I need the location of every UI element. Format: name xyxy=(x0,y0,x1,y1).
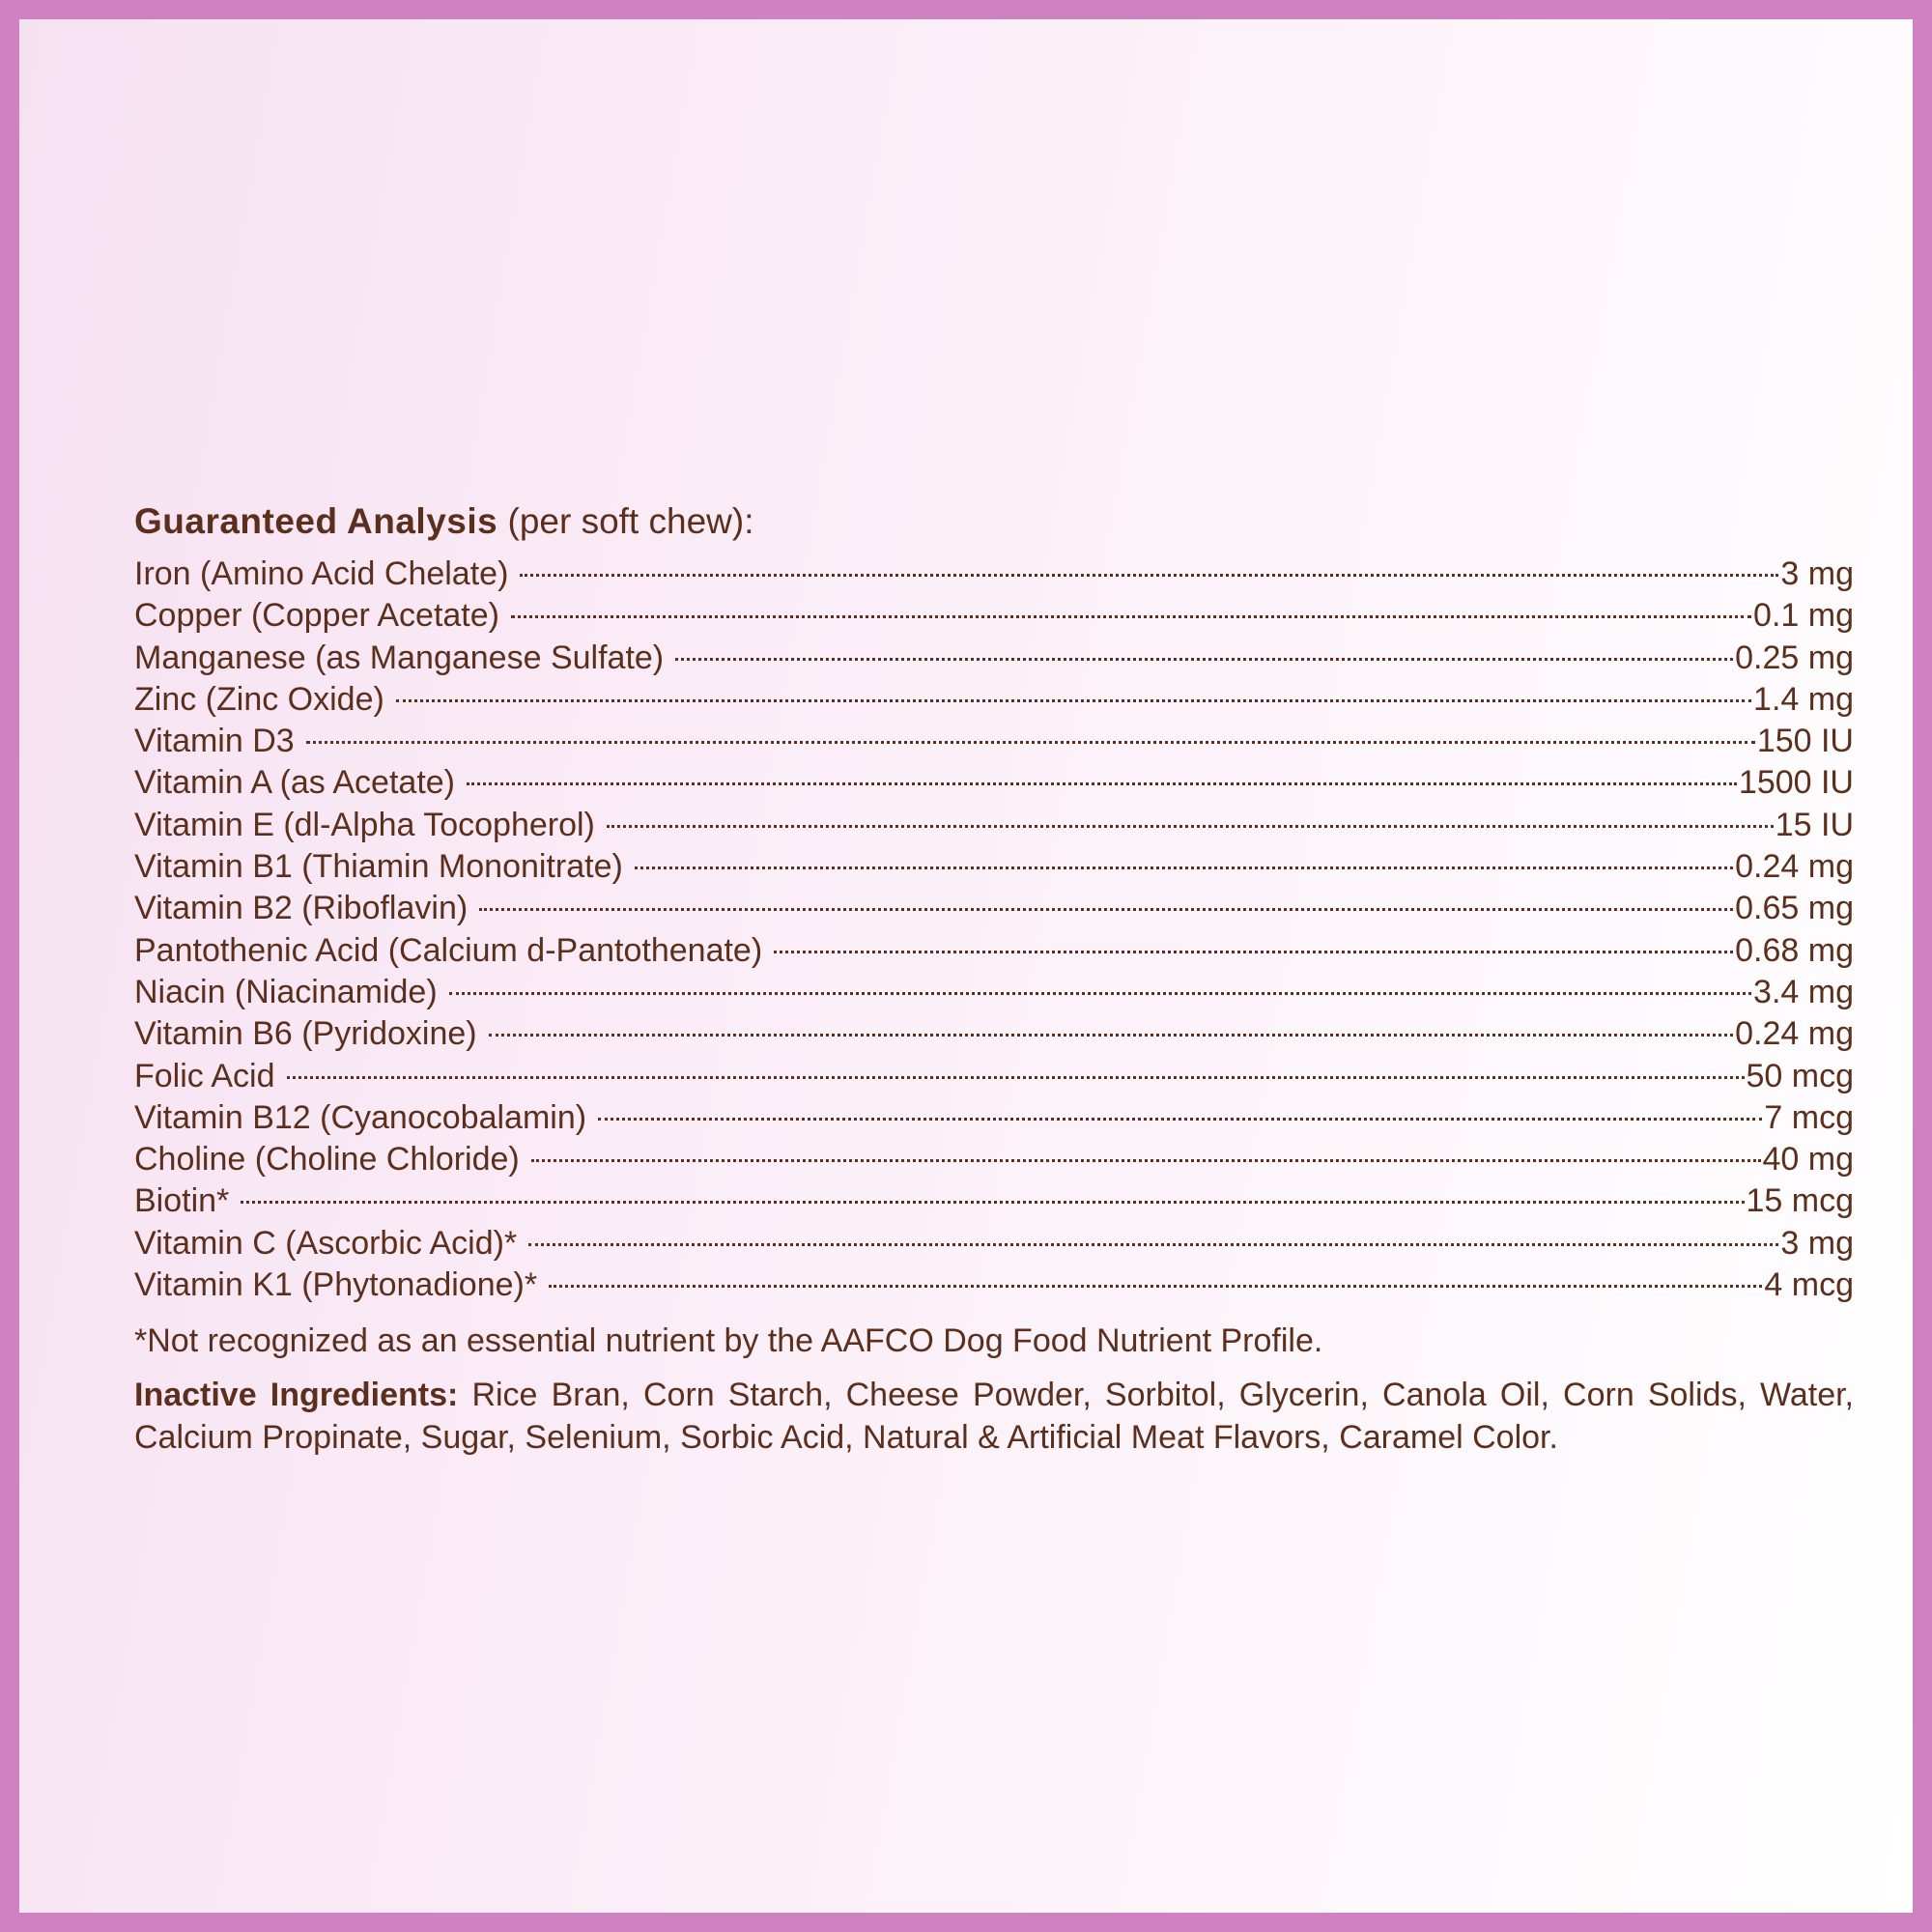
nutrient-name: Pantothenic Acid (Calcium d-Pantothenate… xyxy=(134,931,763,969)
nutrient-name: Biotin* xyxy=(134,1182,230,1220)
nutrient-list: Iron (Amino Acid Chelate) 3 mg Copper (Cop… xyxy=(134,554,1854,1306)
nutrient-name: Manganese (as Manganese Sulfate) xyxy=(134,639,665,676)
nutrient-amount: 1500 IU xyxy=(1738,764,1854,802)
nutrient-amount: 3 mg xyxy=(1780,1224,1854,1262)
dot-leader xyxy=(530,1159,1761,1163)
dot-leader xyxy=(549,1285,1763,1289)
dot-leader xyxy=(528,1242,1779,1246)
heading-bold: Guaranteed Analysis xyxy=(134,501,498,541)
dot-leader xyxy=(467,782,1737,786)
nutrient-row: Vitamin C (Ascorbic Acid)* 3 mg xyxy=(134,1223,1854,1264)
nutrient-amount: 3 mg xyxy=(1780,555,1854,592)
nutrient-row: Vitamin B12 (Cyanocobalamin) 7 mcg xyxy=(134,1097,1854,1139)
dot-leader xyxy=(286,1075,1745,1079)
nutrient-row: Vitamin D3 150 IU xyxy=(134,721,1854,762)
nutrient-amount: 0.1 mg xyxy=(1753,597,1854,635)
dot-leader xyxy=(488,1034,1734,1037)
nutrient-row: Vitamin B2 (Riboflavin) 0.65 mg xyxy=(134,888,1854,929)
dot-leader xyxy=(606,824,1774,828)
nutrient-name: Vitamin B12 (Cyanocobalamin) xyxy=(134,1098,587,1136)
dot-leader xyxy=(241,1201,1745,1205)
nutrient-name: Vitamin C (Ascorbic Acid)* xyxy=(134,1224,518,1262)
nutrient-row: Vitamin A (as Acetate) 1500 IU xyxy=(134,762,1854,804)
nutrient-name: Choline (Choline Chloride) xyxy=(134,1141,520,1179)
nutrient-name: Vitamin E (dl-Alpha Tocopherol) xyxy=(134,806,595,843)
nutrient-name: Iron (Amino Acid Chelate) xyxy=(134,555,509,592)
nutrient-row: Zinc (Zinc Oxide) 1.4 mg xyxy=(134,679,1854,721)
nutrient-amount: 0.24 mg xyxy=(1735,848,1854,886)
dot-leader xyxy=(675,657,1734,661)
inactive-ingredients: Inactive Ingredients: Rice Bran, Corn St… xyxy=(134,1374,1854,1459)
nutrient-row: Choline (Choline Chloride) 40 mg xyxy=(134,1139,1854,1180)
nutrient-name: Copper (Copper Acetate) xyxy=(134,597,499,635)
nutrient-amount: 0.65 mg xyxy=(1735,890,1854,927)
nutrient-name: Vitamin A (as Acetate) xyxy=(134,764,455,802)
dot-leader xyxy=(634,867,1734,870)
inactive-text: Rice Bran, Corn Starch, Cheese Powder, S… xyxy=(134,1377,1855,1457)
dot-leader xyxy=(510,615,1752,619)
nutrient-amount: 15 mcg xyxy=(1746,1182,1855,1220)
nutrient-amount: 0.68 mg xyxy=(1735,931,1854,969)
nutrient-amount: 7 mcg xyxy=(1764,1098,1854,1136)
nutrient-amount: 150 IU xyxy=(1756,723,1854,760)
nutrient-name: Vitamin D3 xyxy=(134,723,295,760)
nutrient-amount: 0.24 mg xyxy=(1735,1015,1854,1053)
nutrient-name: Niacin (Niacinamide) xyxy=(134,973,438,1010)
nutrient-amount: 3.4 mg xyxy=(1753,973,1854,1010)
dot-leader xyxy=(448,991,1752,995)
guaranteed-analysis: Guaranteed Analysis (per soft chew): Iro… xyxy=(134,497,1854,1459)
nutrient-row: Biotin* 15 mcg xyxy=(134,1180,1854,1222)
dot-leader xyxy=(305,741,1755,745)
nutrient-row: Vitamin E (dl-Alpha Tocopherol) 15 IU xyxy=(134,805,1854,846)
nutrient-amount: 40 mg xyxy=(1762,1141,1855,1179)
nutrient-name: Vitamin B6 (Pyridoxine) xyxy=(134,1015,477,1053)
nutrient-name: Vitamin B2 (Riboflavin) xyxy=(134,890,469,927)
nutrient-name: Vitamin K1 (Phytonadione)* xyxy=(134,1266,538,1304)
dot-leader xyxy=(520,574,1779,577)
nutrient-row: Folic Acid 50 mcg xyxy=(134,1056,1854,1097)
dot-leader xyxy=(395,698,1752,702)
nutrient-row: Niacin (Niacinamide) 3.4 mg xyxy=(134,972,1854,1013)
dot-leader xyxy=(774,950,1734,953)
nutrient-amount: 0.25 mg xyxy=(1735,639,1854,676)
inactive-label: Inactive Ingredients: xyxy=(134,1377,459,1414)
nutrient-amount: 1.4 mg xyxy=(1753,680,1854,718)
dot-leader xyxy=(479,908,1734,912)
heading-subtitle: (per soft chew): xyxy=(497,501,754,541)
nutrient-row: Vitamin K1 (Phytonadione)* 4 mcg xyxy=(134,1264,1854,1306)
nutrient-row: Manganese (as Manganese Sulfate) 0.25 mg xyxy=(134,638,1854,679)
label-panel: Guaranteed Analysis (per soft chew): Iro… xyxy=(19,19,1913,1913)
nutrient-amount: 50 mcg xyxy=(1746,1057,1855,1094)
nutrient-amount: 4 mcg xyxy=(1764,1266,1854,1304)
nutrient-row: Copper (Copper Acetate) 0.1 mg xyxy=(134,595,1854,637)
nutrient-row: Pantothenic Acid (Calcium d-Pantothenate… xyxy=(134,930,1854,972)
nutrient-row: Vitamin B1 (Thiamin Mononitrate) 0.24 mg xyxy=(134,846,1854,888)
analysis-heading: Guaranteed Analysis (per soft chew): xyxy=(134,497,1854,546)
nutrient-row: Vitamin B6 (Pyridoxine) 0.24 mg xyxy=(134,1013,1854,1055)
nutrient-row: Iron (Amino Acid Chelate) 3 mg xyxy=(134,554,1854,595)
footnote: *Not recognized as an essential nutrient… xyxy=(134,1322,1323,1360)
dot-leader xyxy=(598,1117,1763,1121)
nutrient-name: Vitamin B1 (Thiamin Mononitrate) xyxy=(134,848,623,886)
nutrient-amount: 15 IU xyxy=(1775,806,1854,843)
nutrient-name: Folic Acid xyxy=(134,1057,275,1094)
nutrient-name: Zinc (Zinc Oxide) xyxy=(134,680,384,718)
